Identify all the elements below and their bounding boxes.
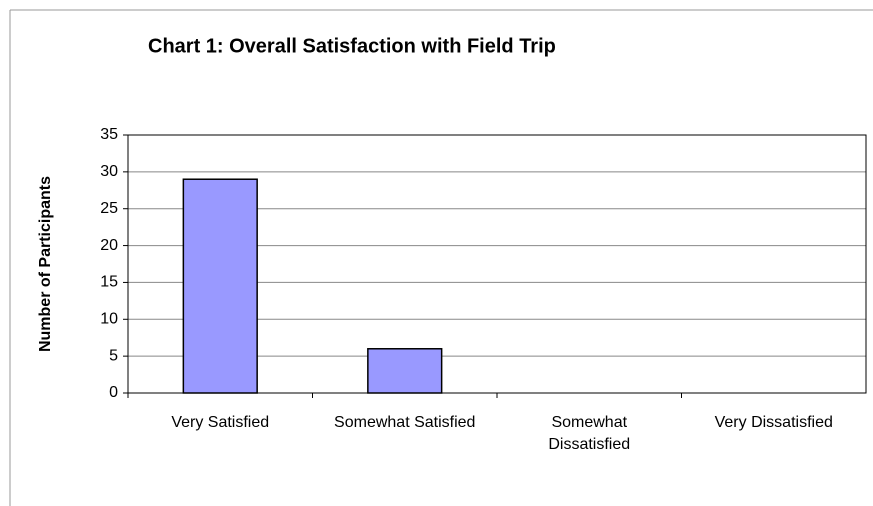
- chart-title: Chart 1: Overall Satisfaction with Field…: [148, 35, 556, 57]
- y-tick-label: 0: [109, 384, 118, 401]
- y-tick-label: 25: [100, 200, 118, 217]
- y-tick-label: 10: [100, 311, 118, 328]
- y-tick-label: 30: [100, 163, 118, 180]
- y-tick-label: 20: [100, 237, 118, 254]
- y-tick-label: 35: [100, 126, 118, 143]
- x-tick-label: Very Satisfied: [171, 414, 270, 431]
- y-tick-label: 5: [109, 347, 118, 364]
- bar: [367, 348, 443, 394]
- x-tick-label: Very Dissatisfied: [714, 414, 833, 431]
- x-tick-label: Somewhat Dissatisfied: [548, 414, 631, 453]
- y-tick-label: 15: [100, 274, 118, 291]
- bar: [182, 178, 258, 394]
- x-tick-label: Somewhat Satisfied: [334, 414, 476, 431]
- y-axis-label: Number of Participants: [37, 176, 54, 352]
